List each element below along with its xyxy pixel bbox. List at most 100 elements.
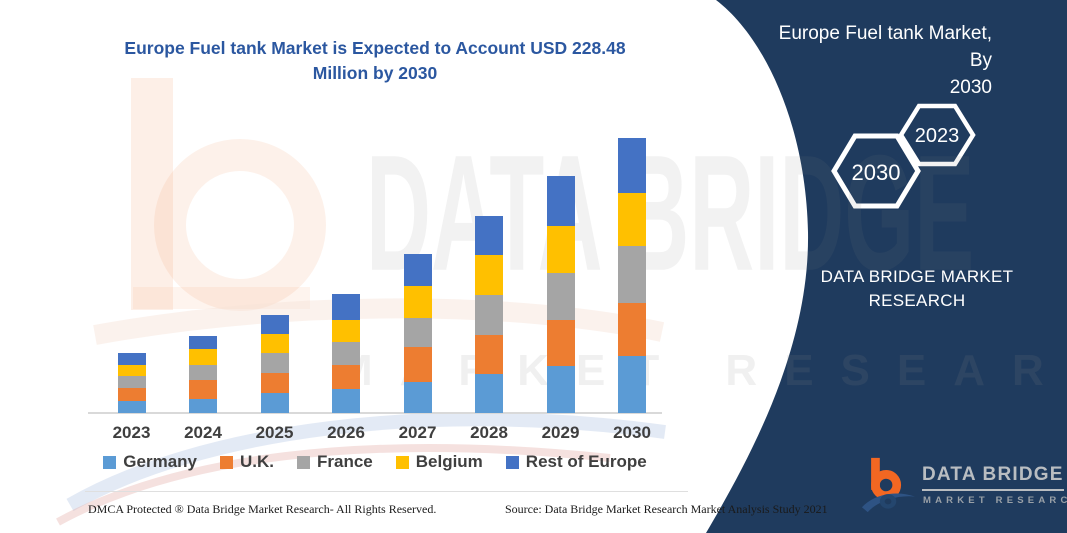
- bar-segment-germany-2028: [475, 374, 503, 413]
- panel-title-line1: Europe Fuel tank Market, By: [778, 23, 992, 71]
- bar-segment-belgium-2029: [546, 226, 575, 274]
- bar-segment-germany-2027: [403, 382, 432, 413]
- bar-segment-belgium-2027: [403, 286, 432, 319]
- bar-segment-france-2028: [475, 294, 503, 335]
- bar-segment-belgium-2026: [332, 319, 360, 343]
- legend-label-germany: Germany: [123, 452, 197, 471]
- hexagon-2023-label: 2023: [914, 125, 960, 147]
- hexagon-2030-label: 2030: [851, 160, 901, 185]
- bar-segment-rest-of-europe-2028: [475, 215, 503, 256]
- legend-swatch-u-k: [219, 455, 233, 469]
- bar-segment-germany-2025: [260, 393, 289, 413]
- bar-segment-u-k-2023: [117, 388, 146, 402]
- bar-segment-germany-2023: [117, 401, 146, 413]
- legend-swatch-france: [296, 455, 310, 469]
- bar-segment-germany-2026: [332, 389, 360, 413]
- bar-segment-france-2027: [403, 318, 432, 348]
- x-axis-label-2027: 2027: [398, 423, 437, 442]
- panel-title-line2: 2030: [949, 77, 992, 98]
- x-axis-line: [88, 412, 662, 414]
- bar-segment-france-2030: [618, 246, 646, 304]
- legend-label-u-k: U.K.: [239, 452, 274, 471]
- watermark-big-text: DATA BRIDGE: [366, 120, 975, 305]
- x-axis-label-2030: 2030: [613, 423, 651, 442]
- bar-segment-u-k-2024: [189, 380, 217, 399]
- x-axis-label-2026: 2026: [327, 423, 365, 442]
- bar-segment-rest-of-europe-2029: [546, 176, 575, 227]
- bar-segment-france-2026: [332, 342, 360, 366]
- bar-segment-france-2025: [260, 353, 289, 373]
- bar-segment-u-k-2028: [475, 334, 503, 375]
- x-axis-label-2028: 2028: [470, 423, 508, 442]
- panel-curve: [706, 0, 1067, 533]
- bar-segment-rest-of-europe-2025: [260, 314, 289, 334]
- bar-2029: [546, 176, 575, 413]
- footer-divider: [85, 491, 688, 492]
- bar-segment-belgium-2030: [618, 193, 646, 247]
- chart-title: Europe Fuel tank Market is Expected to A…: [85, 36, 665, 86]
- legend-label-belgium: Belgium: [415, 452, 483, 471]
- bar-segment-rest-of-europe-2030: [618, 138, 646, 194]
- panel-brand-text: DATA BRIDGE MARKET RESEARCH: [808, 265, 1026, 313]
- bar-segment-rest-of-europe-2023: [117, 353, 146, 366]
- legend-swatch-belgium: [395, 455, 409, 469]
- bar-segment-germany-2024: [189, 398, 217, 413]
- bar-segment-u-k-2030: [618, 303, 646, 357]
- bar-segment-belgium-2028: [475, 255, 503, 295]
- bar-segment-u-k-2027: [403, 347, 432, 383]
- bar-segment-belgium-2024: [189, 348, 217, 365]
- bar-segment-rest-of-europe-2027: [403, 254, 432, 287]
- bar-segment-u-k-2026: [332, 365, 360, 389]
- watermark-b-icon: [131, 78, 326, 311]
- legend-item-france: France: [296, 452, 373, 472]
- legend-item-u-k: U.K.: [219, 452, 274, 472]
- chart-title-line1: Europe Fuel tank Market is Expected to A…: [124, 38, 626, 58]
- watermark-swoosh-icon: [56, 298, 666, 526]
- bar-segment-germany-2030: [618, 356, 646, 413]
- legend-label-france: France: [316, 452, 373, 471]
- legend-item-rest-of-europe: Rest of Europe: [505, 452, 647, 472]
- footer-source-text: Source: Data Bridge Market Research Mark…: [505, 502, 828, 516]
- bar-2026: [332, 293, 360, 413]
- logo-brand-name: DATA BRIDGE: [922, 464, 1064, 491]
- bar-2024: [189, 336, 217, 413]
- legend-swatch-rest-of-europe: [505, 455, 519, 469]
- footer-dmca-text: DMCA Protected ® Data Bridge Market Rese…: [88, 502, 437, 516]
- bar-2027: [403, 254, 432, 413]
- panel-brand-line2: RESEARCH: [868, 291, 966, 310]
- bar-segment-u-k-2025: [260, 373, 289, 393]
- hexagon-2030-icon: [831, 133, 921, 209]
- hexagon-2023-icon: [898, 103, 976, 167]
- x-axis-label-2023: 2023: [112, 423, 151, 442]
- legend-item-germany: Germany: [103, 452, 197, 472]
- bar-segment-france-2024: [189, 364, 217, 381]
- legend-swatch-germany: [103, 455, 117, 469]
- watermark-row-text: MARKET RESEARCH: [336, 346, 1067, 395]
- bar-segment-rest-of-europe-2026: [332, 293, 360, 320]
- legend: Germany U.K. France Belgium Rest of Europe: [75, 452, 675, 472]
- x-axis-label-2024: 2024: [184, 423, 222, 442]
- bar-2023: [117, 353, 146, 413]
- bar-segment-belgium-2023: [117, 365, 146, 377]
- bar-segment-rest-of-europe-2024: [189, 336, 217, 349]
- panel-brand-line1: DATA BRIDGE MARKET: [820, 267, 1014, 286]
- bar-segment-france-2029: [546, 273, 575, 320]
- bar-segment-u-k-2029: [546, 319, 575, 367]
- bar-2030: [618, 138, 646, 413]
- legend-item-belgium: Belgium: [395, 452, 483, 472]
- x-axis-label-2025: 2025: [255, 423, 294, 442]
- bar-segment-france-2023: [117, 376, 146, 389]
- bar-segment-belgium-2025: [260, 334, 289, 353]
- dbmr-logo-icon: [861, 457, 916, 513]
- bar-2025: [260, 314, 289, 413]
- bar-segment-germany-2029: [546, 366, 575, 413]
- legend-label-rest-of-europe: Rest of Europe: [525, 452, 647, 471]
- chart-title-line2: Million by 2030: [312, 63, 438, 83]
- logo-brand-sub: MARKET RESEARCH: [923, 495, 1067, 506]
- x-axis-label-2029: 2029: [541, 423, 580, 442]
- panel-title: Europe Fuel tank Market, By 2030: [758, 20, 992, 101]
- bar-2028: [475, 215, 503, 413]
